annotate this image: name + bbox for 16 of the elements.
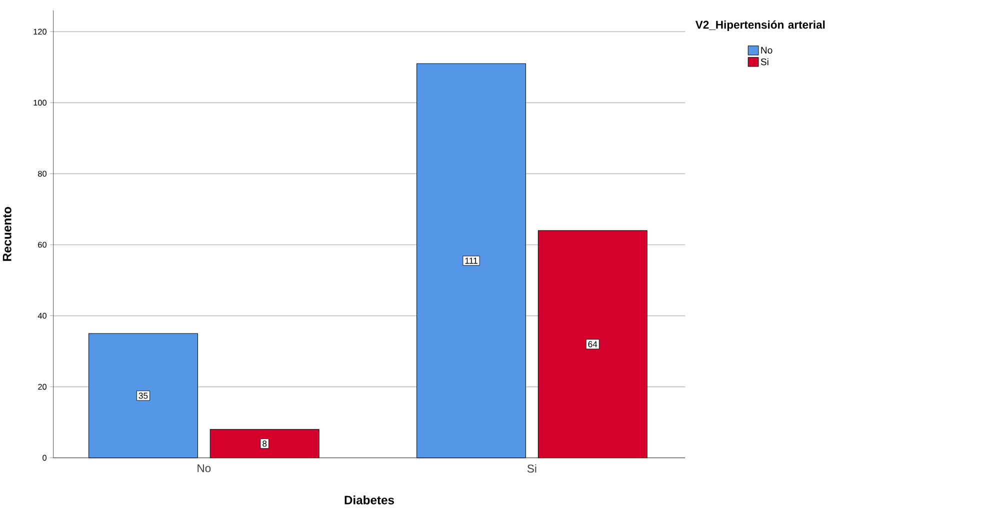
y-tick-label: 100	[34, 100, 47, 106]
y-tick-label: 40	[38, 312, 47, 318]
data-label: 111	[465, 258, 478, 264]
y-tick-label: 0	[42, 454, 47, 461]
legend-title: V2_Hipertensión arterial	[695, 20, 825, 31]
x-axis-title: Diabetes	[344, 495, 394, 504]
y-tick-label: 20	[38, 384, 47, 390]
y-tick-label: 60	[38, 242, 47, 248]
legend-label: No	[761, 46, 772, 54]
data-label: 35	[138, 392, 148, 399]
y-tick-label: 80	[38, 170, 47, 176]
y-tick-label: 120	[34, 28, 47, 34]
legend-label: Si	[760, 58, 768, 66]
data-label: 8	[262, 440, 267, 446]
y-axis-title: Recuento	[2, 206, 12, 261]
data-label: 64	[588, 340, 598, 348]
